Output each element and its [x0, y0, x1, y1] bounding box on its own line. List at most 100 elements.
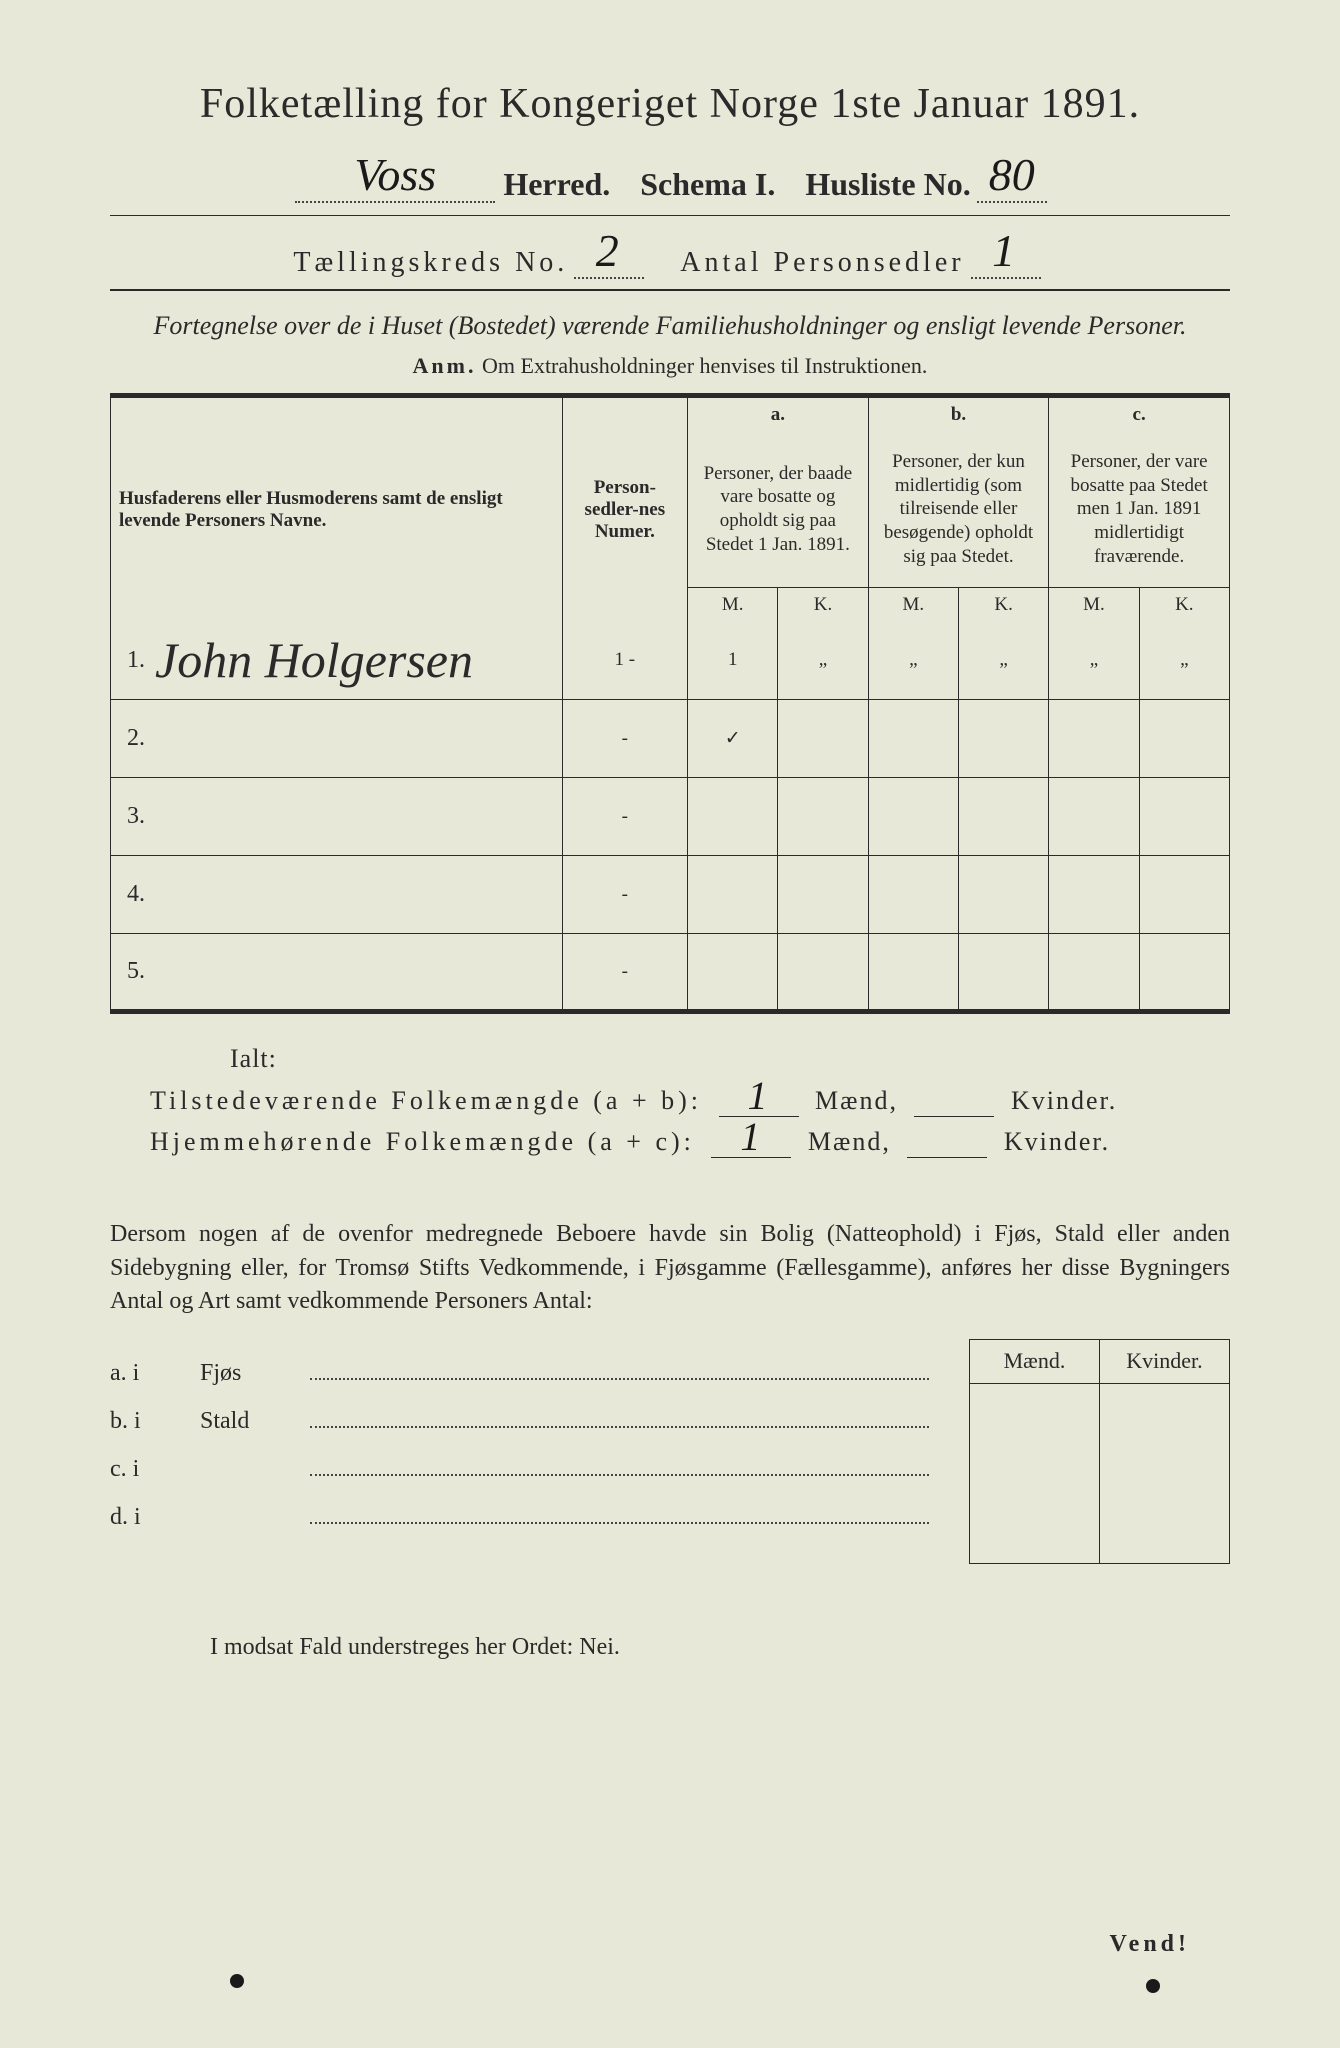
hjemme-m-value: 1	[734, 1114, 768, 1159]
vend-label: Vend!	[1110, 1931, 1190, 1958]
cell-num: -	[562, 856, 687, 934]
page-title: Folketælling for Kongeriget Norge 1ste J…	[110, 80, 1230, 128]
kreds-label: Tællingskreds No.	[293, 247, 568, 279]
cell-num: -	[562, 778, 687, 856]
cell-a-m: 1	[688, 622, 778, 700]
totals-tilstede: Tilstedeværende Folkemængde (a + b): 1 M…	[150, 1084, 1230, 1117]
abcd-a-word: Fjøs	[200, 1349, 310, 1397]
row-num: 3.	[127, 803, 155, 830]
abcd-a-lead: a. i	[110, 1349, 200, 1397]
binding-hole-icon	[230, 1974, 244, 1988]
abcd-row-c: c. i	[110, 1445, 949, 1493]
dots	[310, 1356, 929, 1380]
row-num: 4.	[127, 881, 155, 908]
col-b-letter: b.	[868, 395, 1049, 432]
tilstede-k-value	[948, 1073, 960, 1118]
tilstede-label: Tilstedeværende Folkemængde (a + b):	[150, 1086, 702, 1115]
cell-a-k: „	[778, 622, 868, 700]
row-num: 2.	[127, 725, 155, 752]
anm-line: Anm. Om Extrahusholdninger henvises til …	[110, 353, 1230, 379]
cell-c-k: „	[1139, 622, 1229, 700]
mk-m-cell	[970, 1383, 1100, 1563]
mk-k-cell	[1100, 1383, 1230, 1563]
col-a-m: M.	[688, 587, 778, 622]
cell-c-m	[1049, 700, 1139, 778]
abcd-row-d: d. i	[110, 1493, 949, 1541]
row-num: 5.	[127, 958, 155, 985]
maend-label: Mænd,	[815, 1086, 898, 1115]
cell-c-k	[1139, 700, 1229, 778]
herred-value: Voss	[348, 149, 442, 200]
row-name: John Holgersen	[155, 632, 473, 688]
hjemme-m-field: 1	[711, 1125, 791, 1158]
table-row: 5. -	[111, 934, 1230, 1012]
col-c-text: Personer, der vare bosatte paa Stedet me…	[1049, 432, 1230, 587]
ialt-label: Ialt:	[230, 1044, 1230, 1074]
col-a-k: K.	[778, 587, 868, 622]
herred-label: Herred.	[503, 166, 610, 203]
col-c-k: K.	[1139, 587, 1229, 622]
cell-c-m: „	[1049, 622, 1139, 700]
cell-a-k	[778, 700, 868, 778]
abcd-b-lead: b. i	[110, 1397, 200, 1445]
hjemme-k-value	[941, 1114, 953, 1159]
col-b-text: Personer, der kun midlertidig (som tilre…	[868, 432, 1049, 587]
tilstede-m-field: 1	[719, 1084, 799, 1117]
dots	[310, 1404, 929, 1428]
anm-text: Om Extrahusholdninger henvises til Instr…	[482, 353, 927, 378]
cell-num: -	[562, 934, 687, 1012]
anm-label: Anm.	[413, 353, 477, 378]
col-c-m: M.	[1049, 587, 1139, 622]
header-line-2: Voss Herred. Schema I. Husliste No. 80	[110, 148, 1230, 203]
cell-a-m: ✓	[688, 700, 778, 778]
kvinder-label: Kvinder.	[1004, 1127, 1110, 1156]
antal-label: Antal Personsedler	[680, 247, 964, 279]
abcd-row-a: a. i Fjøs	[110, 1349, 949, 1397]
mk-m-header: Mænd.	[970, 1339, 1100, 1383]
table-row: 3. -	[111, 778, 1230, 856]
cell-b-k: „	[958, 622, 1048, 700]
col-a-letter: a.	[688, 395, 869, 432]
binding-hole-icon	[1146, 1979, 1160, 1993]
cell-b-m: „	[868, 622, 958, 700]
tilstede-k-field	[914, 1084, 994, 1117]
table-row: 1.John Holgersen 1 - 1 „ „ „ „ „	[111, 622, 1230, 700]
table-row: 4. -	[111, 856, 1230, 934]
row-num: 1.	[127, 647, 155, 674]
abcd-c-lead: c. i	[110, 1445, 200, 1493]
antal-field: 1	[971, 224, 1041, 279]
husliste-label: Husliste No.	[805, 166, 970, 203]
abcd-row-b: b. i Stald	[110, 1397, 949, 1445]
cell-b-k	[958, 700, 1048, 778]
hjemme-k-field	[907, 1125, 987, 1158]
tilstede-m-value: 1	[742, 1073, 776, 1118]
mk-box: Mænd. Kvinder.	[969, 1339, 1230, 1564]
kreds-field: 2	[574, 224, 644, 279]
dots	[310, 1500, 929, 1524]
cell-num: -	[562, 700, 687, 778]
col-b-m: M.	[868, 587, 958, 622]
col-c-letter: c.	[1049, 395, 1230, 432]
husliste-value: 80	[983, 149, 1041, 200]
herred-field: Voss	[295, 148, 495, 203]
mk-k-header: Kvinder.	[1100, 1339, 1230, 1383]
table-body: 1.John Holgersen 1 - 1 „ „ „ „ „ 2. - ✓ …	[111, 622, 1230, 1012]
col-a-text: Personer, der baade vare bosatte og opho…	[688, 432, 869, 587]
kvinder-label: Kvinder.	[1011, 1086, 1117, 1115]
dots	[310, 1452, 929, 1476]
totals-hjemme: Hjemmehørende Folkemængde (a + c): 1 Mæn…	[150, 1125, 1230, 1158]
antal-value: 1	[986, 225, 1025, 276]
col-b-k: K.	[958, 587, 1048, 622]
cell-b-m	[868, 700, 958, 778]
schema-label: Schema I.	[640, 166, 775, 203]
maend-label: Mænd,	[808, 1127, 891, 1156]
husliste-field: 80	[977, 148, 1047, 203]
col-name-header: Husfaderens eller Husmoderens samt de en…	[111, 395, 563, 621]
cell-num: 1 -	[562, 622, 687, 700]
abcd-b-word: Stald	[200, 1397, 310, 1445]
header-line-3: Tællingskreds No. 2 Antal Personsedler 1	[110, 215, 1230, 291]
census-table: Husfaderens eller Husmoderens samt de en…	[110, 393, 1230, 1014]
hjemme-label: Hjemmehørende Folkemængde (a + c):	[150, 1127, 695, 1156]
col-num-header: Person-sedler-nes Numer.	[562, 395, 687, 621]
kreds-value: 2	[590, 225, 629, 276]
